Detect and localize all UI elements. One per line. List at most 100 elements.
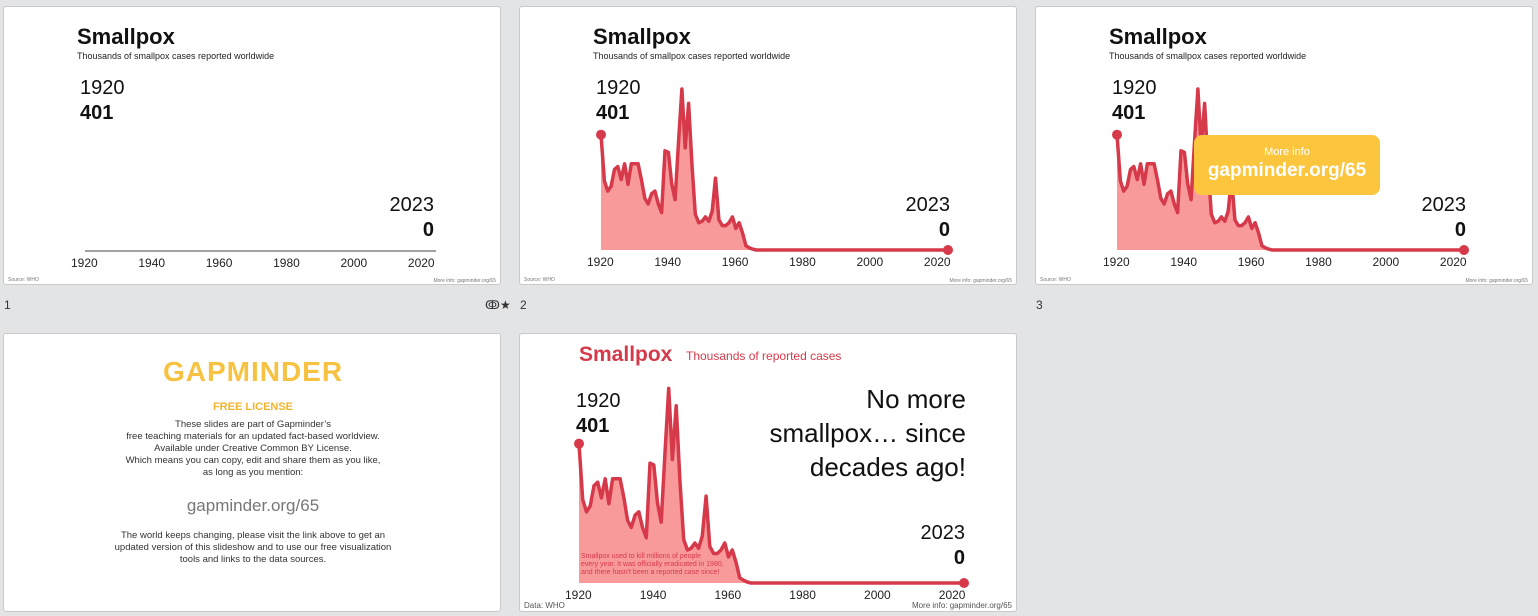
start-value: 401 [80,102,114,124]
slide-thumbnail-4[interactable]: GAPMINDER FREE LICENSE These slides are … [3,333,501,612]
license-heading: FREE LICENSE [212,401,294,413]
x-tick-label: 1960 [721,255,749,269]
license-link[interactable]: gapminder.org/65 [186,496,320,515]
x-tick-label: 1980 [789,588,816,602]
x-tick-label: 2020 [923,255,951,269]
note-line: every year. It was officially eradicated… [581,561,724,568]
start-point [574,438,584,449]
source-label: Source: WHO [8,277,39,283]
series-line [577,386,964,585]
series-line [599,87,948,252]
start-year: 1920 [1112,77,1157,99]
headline-line: No more [866,384,966,414]
end-year: 2023 [905,194,951,216]
end-year: 2023 [920,522,966,544]
x-tick-label: 1940 [1170,255,1198,269]
more-info-label: More info: gapminder.org/65 [1465,278,1528,284]
license-line: free teaching materials for an updated f… [126,431,380,442]
start-year: 1920 [596,77,641,99]
start-year: 1920 [80,77,125,99]
x-tick-label: 1940 [639,588,667,602]
end-value: 0 [938,219,950,241]
series-line [1115,87,1464,252]
license-line: Available under Creative Common BY Licen… [154,443,352,454]
slide-marker-icon: ↂ★ [485,298,511,312]
slide-thumbnail-5[interactable]: Smallpox Thousands of reported cases 192… [519,333,1017,612]
smallpox-chart [1112,87,1469,255]
badge-link: gapminder.org/65 [1207,160,1367,181]
more-info-label: More info: gapminder.org/65 [911,601,1012,610]
start-point [596,129,606,140]
start-value: 401 [576,415,610,437]
more-info-label: More info: gapminder.org/65 [949,278,1012,284]
slide-thumbnail-3[interactable]: Smallpox Thousands of smallpox cases rep… [1035,6,1533,285]
smallpox-chart [574,386,969,588]
end-point [943,245,953,255]
footer-line: updated version of this slideshow and to… [114,542,392,553]
end-value: 0 [1454,219,1466,241]
end-value: 0 [422,219,434,241]
end-point [1459,245,1469,255]
slide-title: Smallpox [579,343,673,366]
more-info-label: More info: gapminder.org/65 [433,278,496,284]
x-tick-label: 1960 [1237,255,1265,269]
gapminder-logo: GAPMINDER [162,356,344,387]
badge-caption: More info [1264,146,1310,158]
slide-number-1: 1 [4,298,11,312]
x-tick-label: 2000 [864,588,891,602]
headline-line: smallpox… since [769,418,966,448]
slide-subtitle: Thousands of reported cases [686,349,842,363]
slide-title: Smallpox [77,24,175,49]
footer-line: tools and links to the data sources. [179,554,327,565]
x-tick-label: 2000 [1372,255,1400,269]
license-text: These slides are part of Gapminder’s fre… [4,419,500,479]
end-value: 0 [953,547,965,569]
start-point [1112,129,1122,140]
x-tick-label: 1980 [789,255,816,269]
x-tick-label: 2020 [938,588,966,602]
x-tick-label: 2020 [1439,255,1467,269]
x-tick-label: 1940 [654,255,682,269]
chart-note: Smallpox used to kill millions of people… [581,553,724,577]
slide-thumbnail-2[interactable]: Smallpox Thousands of smallpox cases rep… [519,6,1017,285]
slide-title: Smallpox [593,24,691,49]
x-tick-label: 1920 [587,255,614,269]
x-tick-label: 2000 [856,255,884,269]
start-year: 1920 [576,390,621,412]
smallpox-chart [596,87,953,255]
x-tick-label: 2020 [407,256,435,270]
chart-axis [85,250,436,252]
start-value: 401 [596,102,630,124]
x-tick-label: 1960 [714,588,742,602]
license-line: Which means you can copy, edit and share… [125,455,381,466]
slide-title: Smallpox [1109,24,1207,49]
x-tick-label: 1920 [71,256,98,270]
headline-line: decades ago! [809,452,966,482]
end-year: 2023 [389,194,435,216]
slide-number-3: 3 [1036,298,1043,312]
note-line: Smallpox used to kill millions of people [581,553,701,560]
headline: No more smallpox… since decades ago! [769,382,966,484]
source-label: Source: WHO [1040,277,1071,283]
x-tick-label: 1960 [205,256,233,270]
end-year: 2023 [1421,194,1467,216]
x-tick-label: 1920 [565,588,592,602]
area-fill [601,89,948,250]
slide-number-2: 2 [520,298,527,312]
slide-thumbnail-1[interactable]: Smallpox Thousands of smallpox cases rep… [3,6,501,285]
note-line: and there hasn't been a reported case si… [581,569,720,576]
x-tick-label: 1980 [273,256,300,270]
slide-subtitle: Thousands of smallpox cases reported wor… [77,51,275,61]
slide-subtitle: Thousands of smallpox cases reported wor… [1109,51,1307,61]
x-tick-label: 1920 [1103,255,1130,269]
x-tick-label: 2000 [340,256,368,270]
slide-subtitle: Thousands of smallpox cases reported wor… [593,51,791,61]
source-label: Data: WHO [524,601,565,610]
footer-line: The world keeps changing, please visit t… [120,530,386,541]
source-label: Source: WHO [524,277,555,283]
x-tick-label: 1940 [138,256,166,270]
x-tick-label: 1980 [1305,255,1332,269]
license-line: These slides are part of Gapminder’s [175,419,331,430]
more-info-badge[interactable]: More info gapminder.org/65 [1194,135,1380,195]
license-line: as long as you mention: [202,467,304,478]
